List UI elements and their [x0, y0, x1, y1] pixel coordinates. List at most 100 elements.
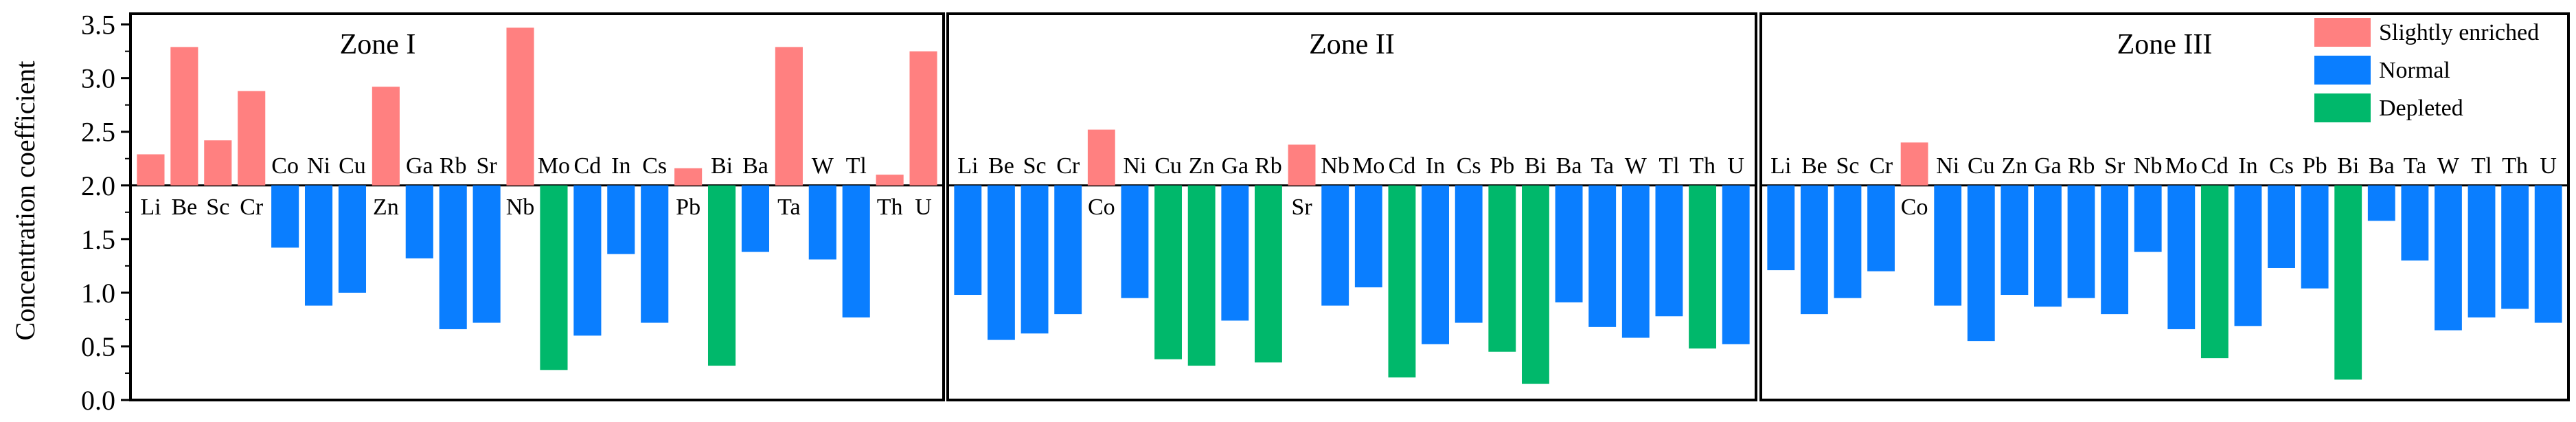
category-label: Li — [1770, 153, 1791, 179]
bar-zn-zone-1 — [372, 87, 400, 186]
category-label: Ta — [2404, 153, 2427, 179]
bar-ta-zone-1 — [775, 47, 803, 186]
category-label: Ni — [1123, 153, 1146, 179]
category-label: Th — [877, 195, 903, 220]
category-label: Rb — [1255, 153, 1282, 179]
panel-title: Zone II — [1309, 29, 1395, 60]
category-label: Ba — [2369, 153, 2395, 179]
category-label: Cu — [339, 153, 366, 179]
bar-u-zone-3 — [2534, 185, 2562, 323]
category-label: Sr — [1291, 195, 1312, 220]
y-tick-label: 2.0 — [81, 170, 115, 201]
category-label: Be — [171, 195, 197, 220]
category-label: Be — [1801, 153, 1827, 179]
category-label: Sc — [206, 195, 229, 220]
category-label: In — [611, 153, 630, 179]
bar-nb-zone-1 — [506, 27, 534, 186]
category-label: Cd — [2201, 153, 2229, 179]
bar-bi-zone-2 — [1522, 185, 1549, 384]
category-label: Zn — [373, 195, 399, 220]
category-label: Sc — [1023, 153, 1047, 179]
category-label: Co — [271, 153, 299, 179]
category-label: Zn — [2001, 153, 2027, 179]
bar-mo-zone-2 — [1354, 185, 1382, 288]
bar-be-zone-2 — [988, 185, 1015, 340]
category-label: Ga — [406, 153, 433, 179]
bar-zn-zone-3 — [2001, 185, 2029, 296]
bar-ni-zone-2 — [1121, 185, 1149, 298]
category-label: Be — [988, 153, 1014, 179]
bar-ba-zone-1 — [741, 185, 770, 252]
category-label: Bi — [1525, 153, 1547, 179]
category-label: W — [1625, 153, 1648, 179]
category-label: Mo — [1352, 153, 1384, 179]
category-label: Cs — [1457, 153, 1481, 179]
bar-bi-zone-3 — [2334, 185, 2362, 380]
bar-cu-zone-2 — [1154, 185, 1182, 359]
category-label: Cd — [1389, 153, 1416, 179]
category-label: Ni — [1936, 153, 1959, 179]
legend-label-depleted: Depleted — [2379, 96, 2463, 121]
bar-ba-zone-2 — [1555, 185, 1583, 302]
category-label: Th — [2502, 153, 2528, 179]
bar-sc-zone-2 — [1021, 185, 1049, 334]
y-tick-label: 3.5 — [81, 10, 115, 41]
legend-swatch-depleted — [2314, 93, 2371, 122]
bar-ba-zone-3 — [2367, 185, 2395, 221]
bar-w-zone-2 — [1621, 185, 1650, 338]
bar-rb-zone-1 — [439, 185, 467, 329]
legend-label-slight: Slightly enriched — [2379, 20, 2539, 45]
legend-label-normal: Normal — [2379, 58, 2450, 83]
bar-in-zone-3 — [2234, 185, 2262, 326]
bar-ni-zone-3 — [1934, 185, 1962, 306]
bar-ni-zone-1 — [304, 185, 333, 306]
category-label: Ni — [307, 153, 330, 179]
bar-cu-zone-1 — [338, 185, 367, 293]
legend: Slightly enriched Normal Depleted — [2314, 18, 2539, 122]
category-label: Li — [140, 195, 161, 220]
category-label: W — [2437, 153, 2460, 179]
panel-zone-2: Li Be Sc Cr Co Ni Cu Zn Ga Rb Sr Nb Mo Cd In Cs Pb Bi Ba Ta… — [946, 12, 1757, 401]
category-label: Cr — [240, 195, 264, 220]
category-label: Co — [1088, 195, 1115, 220]
bar-pb-zone-1 — [674, 168, 703, 186]
category-label: Mo — [538, 153, 570, 179]
y-axis-label: Concentration coefficient — [10, 61, 41, 341]
bar-th-zone-2 — [1689, 185, 1716, 349]
category-label: Cd — [574, 153, 602, 179]
category-label: W — [812, 153, 834, 179]
bar-ta-zone-3 — [2401, 185, 2429, 261]
category-label: U — [1727, 153, 1744, 179]
bar-be-zone-3 — [1800, 185, 1828, 315]
category-label: Ba — [742, 153, 768, 179]
category-label: Pb — [676, 195, 700, 220]
panel-zone-3: Li Be Sc Cr Co Ni Cu Zn Ga Rb Sr Nb Mo Cd In Cs Pb Bi Ba Ta… — [1759, 12, 2570, 401]
bar-cs-zone-1 — [641, 185, 669, 323]
panel-title: Zone I — [340, 29, 416, 60]
category-label: Sc — [1836, 153, 1859, 179]
category-label: Bi — [711, 153, 733, 179]
bar-pb-zone-2 — [1488, 185, 1516, 352]
category-label: Bi — [2337, 153, 2359, 179]
category-label: Nb — [506, 195, 535, 220]
bar-cd-zone-2 — [1388, 185, 1416, 378]
category-label: Pb — [2303, 153, 2327, 179]
bar-in-zone-2 — [1422, 185, 1449, 344]
bar-sr-zone-2 — [1288, 144, 1316, 186]
bar-ga-zone-1 — [405, 185, 433, 258]
bar-sc-zone-3 — [1834, 185, 1862, 298]
bar-w-zone-1 — [808, 185, 836, 260]
bar-nb-zone-3 — [2134, 185, 2162, 252]
bar-cd-zone-1 — [573, 185, 602, 336]
bar-cr-zone-3 — [1867, 185, 1895, 271]
panel-frame — [946, 12, 1757, 401]
category-label: Co — [1901, 195, 1928, 220]
bar-u-zone-1 — [909, 51, 937, 186]
bar-sr-zone-1 — [472, 185, 501, 323]
bar-mo-zone-3 — [2167, 185, 2196, 329]
bar-co-zone-1 — [271, 185, 299, 248]
bar-co-zone-2 — [1087, 129, 1115, 186]
legend-swatch-slight — [2314, 18, 2371, 47]
category-label: Th — [1689, 153, 1716, 179]
